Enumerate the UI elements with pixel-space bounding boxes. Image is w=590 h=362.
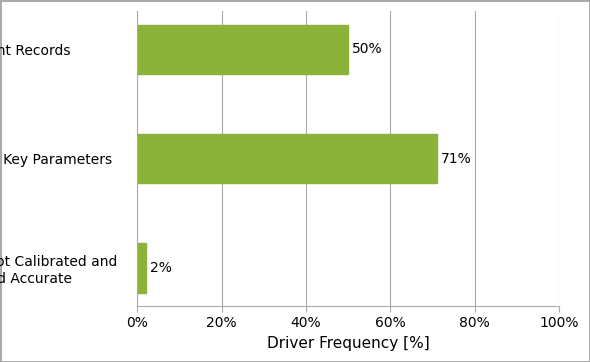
Text: 71%: 71% <box>441 152 472 165</box>
Bar <box>137 25 348 74</box>
X-axis label: Driver Frequency [%]: Driver Frequency [%] <box>267 336 430 351</box>
Text: 50%: 50% <box>352 42 383 56</box>
Bar <box>137 243 146 292</box>
Bar <box>137 134 437 183</box>
Text: 2%: 2% <box>150 261 172 275</box>
